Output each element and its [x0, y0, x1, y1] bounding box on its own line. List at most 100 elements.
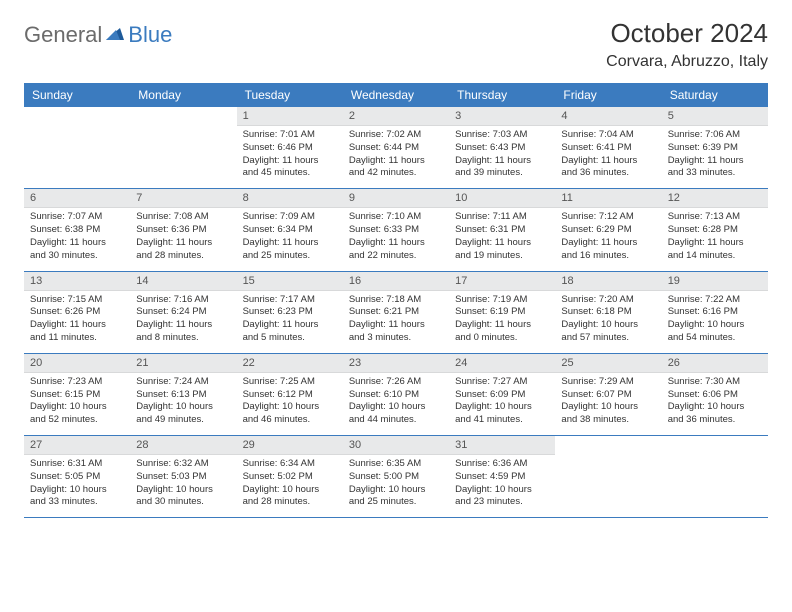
day-content: Sunrise: 7:23 AMSunset: 6:15 PMDaylight:… [24, 373, 130, 435]
calendar-cell: 28Sunrise: 6:32 AMSunset: 5:03 PMDayligh… [130, 436, 236, 518]
day-line: Daylight: 11 hours and 5 minutes. [243, 319, 337, 345]
day-line: Daylight: 11 hours and 0 minutes. [455, 319, 549, 345]
day-header-thursday: Thursday [449, 83, 555, 107]
calendar-cell [555, 436, 661, 518]
day-number: 12 [662, 189, 768, 208]
day-line: Sunset: 6:12 PM [243, 389, 337, 402]
day-line: Sunrise: 7:20 AM [561, 294, 655, 307]
day-line: Daylight: 11 hours and 14 minutes. [668, 237, 762, 263]
day-line: Sunrise: 6:34 AM [243, 458, 337, 471]
day-header-wednesday: Wednesday [343, 83, 449, 107]
day-number: 22 [237, 354, 343, 373]
day-line: Sunset: 6:15 PM [30, 389, 124, 402]
day-line: Sunset: 6:44 PM [349, 142, 443, 155]
day-line: Daylight: 11 hours and 36 minutes. [561, 155, 655, 181]
day-number: 1 [237, 107, 343, 126]
day-content: Sunrise: 6:35 AMSunset: 5:00 PMDaylight:… [343, 455, 449, 517]
day-line: Daylight: 10 hours and 33 minutes. [30, 484, 124, 510]
calendar-cell: 9Sunrise: 7:10 AMSunset: 6:33 PMDaylight… [343, 189, 449, 271]
logo-text-blue: Blue [128, 22, 172, 48]
day-number: 15 [237, 272, 343, 291]
day-content: Sunrise: 7:24 AMSunset: 6:13 PMDaylight:… [130, 373, 236, 435]
day-line: Sunrise: 7:25 AM [243, 376, 337, 389]
day-line: Sunrise: 6:31 AM [30, 458, 124, 471]
calendar-cell: 30Sunrise: 6:35 AMSunset: 5:00 PMDayligh… [343, 436, 449, 518]
calendar-cell: 26Sunrise: 7:30 AMSunset: 6:06 PMDayligh… [662, 353, 768, 435]
day-number: 8 [237, 189, 343, 208]
day-line: Sunset: 6:41 PM [561, 142, 655, 155]
day-header-friday: Friday [555, 83, 661, 107]
calendar-cell: 4Sunrise: 7:04 AMSunset: 6:41 PMDaylight… [555, 107, 661, 189]
day-line: Sunrise: 7:06 AM [668, 129, 762, 142]
day-number: 21 [130, 354, 236, 373]
day-line: Daylight: 11 hours and 33 minutes. [668, 155, 762, 181]
day-content: Sunrise: 7:13 AMSunset: 6:28 PMDaylight:… [662, 208, 768, 270]
day-line: Sunrise: 7:13 AM [668, 211, 762, 224]
calendar-cell: 15Sunrise: 7:17 AMSunset: 6:23 PMDayligh… [237, 271, 343, 353]
day-line: Daylight: 10 hours and 46 minutes. [243, 401, 337, 427]
day-content: Sunrise: 7:15 AMSunset: 6:26 PMDaylight:… [24, 291, 130, 353]
day-line: Daylight: 10 hours and 52 minutes. [30, 401, 124, 427]
day-line: Sunrise: 7:07 AM [30, 211, 124, 224]
day-line: Sunset: 6:28 PM [668, 224, 762, 237]
day-line: Sunset: 6:06 PM [668, 389, 762, 402]
day-line: Sunset: 6:33 PM [349, 224, 443, 237]
day-line: Sunset: 6:07 PM [561, 389, 655, 402]
day-line: Daylight: 10 hours and 38 minutes. [561, 401, 655, 427]
day-content: Sunrise: 6:34 AMSunset: 5:02 PMDaylight:… [237, 455, 343, 517]
day-line: Daylight: 10 hours and 41 minutes. [455, 401, 549, 427]
day-number: 14 [130, 272, 236, 291]
day-header-monday: Monday [130, 83, 236, 107]
day-line: Daylight: 11 hours and 19 minutes. [455, 237, 549, 263]
day-line: Sunset: 5:05 PM [30, 471, 124, 484]
day-line: Sunset: 6:34 PM [243, 224, 337, 237]
calendar-week-row: 27Sunrise: 6:31 AMSunset: 5:05 PMDayligh… [24, 436, 768, 518]
day-line: Sunrise: 7:24 AM [136, 376, 230, 389]
day-header-saturday: Saturday [662, 83, 768, 107]
day-content: Sunrise: 7:09 AMSunset: 6:34 PMDaylight:… [237, 208, 343, 270]
day-content [24, 113, 130, 171]
day-number: 18 [555, 272, 661, 291]
day-line: Daylight: 10 hours and 49 minutes. [136, 401, 230, 427]
day-line: Sunset: 6:46 PM [243, 142, 337, 155]
day-line: Daylight: 10 hours and 36 minutes. [668, 401, 762, 427]
day-line: Sunset: 6:43 PM [455, 142, 549, 155]
day-number: 29 [237, 436, 343, 455]
day-line: Sunset: 6:10 PM [349, 389, 443, 402]
day-line: Daylight: 11 hours and 8 minutes. [136, 319, 230, 345]
day-line: Sunset: 6:13 PM [136, 389, 230, 402]
title-block: October 2024 Corvara, Abruzzo, Italy [606, 18, 768, 71]
day-content: Sunrise: 7:02 AMSunset: 6:44 PMDaylight:… [343, 126, 449, 188]
calendar-week-row: 6Sunrise: 7:07 AMSunset: 6:38 PMDaylight… [24, 189, 768, 271]
day-content: Sunrise: 7:22 AMSunset: 6:16 PMDaylight:… [662, 291, 768, 353]
day-number: 26 [662, 354, 768, 373]
day-content: Sunrise: 7:10 AMSunset: 6:33 PMDaylight:… [343, 208, 449, 270]
day-line: Sunrise: 7:16 AM [136, 294, 230, 307]
calendar-cell: 7Sunrise: 7:08 AMSunset: 6:36 PMDaylight… [130, 189, 236, 271]
day-number: 20 [24, 354, 130, 373]
day-line: Sunset: 6:36 PM [136, 224, 230, 237]
day-number: 17 [449, 272, 555, 291]
calendar-header-row: Sunday Monday Tuesday Wednesday Thursday… [24, 83, 768, 107]
day-content: Sunrise: 7:12 AMSunset: 6:29 PMDaylight:… [555, 208, 661, 270]
day-content: Sunrise: 6:36 AMSunset: 4:59 PMDaylight:… [449, 455, 555, 517]
calendar-cell: 16Sunrise: 7:18 AMSunset: 6:21 PMDayligh… [343, 271, 449, 353]
logo: General Blue [24, 18, 172, 48]
calendar-cell: 11Sunrise: 7:12 AMSunset: 6:29 PMDayligh… [555, 189, 661, 271]
day-number: 10 [449, 189, 555, 208]
day-line: Sunrise: 7:26 AM [349, 376, 443, 389]
calendar-cell: 31Sunrise: 6:36 AMSunset: 4:59 PMDayligh… [449, 436, 555, 518]
day-number: 7 [130, 189, 236, 208]
day-line: Daylight: 11 hours and 22 minutes. [349, 237, 443, 263]
day-number: 16 [343, 272, 449, 291]
day-line: Sunset: 6:23 PM [243, 306, 337, 319]
day-number: 5 [662, 107, 768, 126]
day-line: Sunrise: 7:27 AM [455, 376, 549, 389]
day-content: Sunrise: 6:32 AMSunset: 5:03 PMDaylight:… [130, 455, 236, 517]
calendar-cell: 1Sunrise: 7:01 AMSunset: 6:46 PMDaylight… [237, 107, 343, 189]
day-line: Sunrise: 7:09 AM [243, 211, 337, 224]
calendar-cell [130, 107, 236, 189]
day-header-tuesday: Tuesday [237, 83, 343, 107]
calendar-cell: 12Sunrise: 7:13 AMSunset: 6:28 PMDayligh… [662, 189, 768, 271]
day-line: Sunset: 6:39 PM [668, 142, 762, 155]
